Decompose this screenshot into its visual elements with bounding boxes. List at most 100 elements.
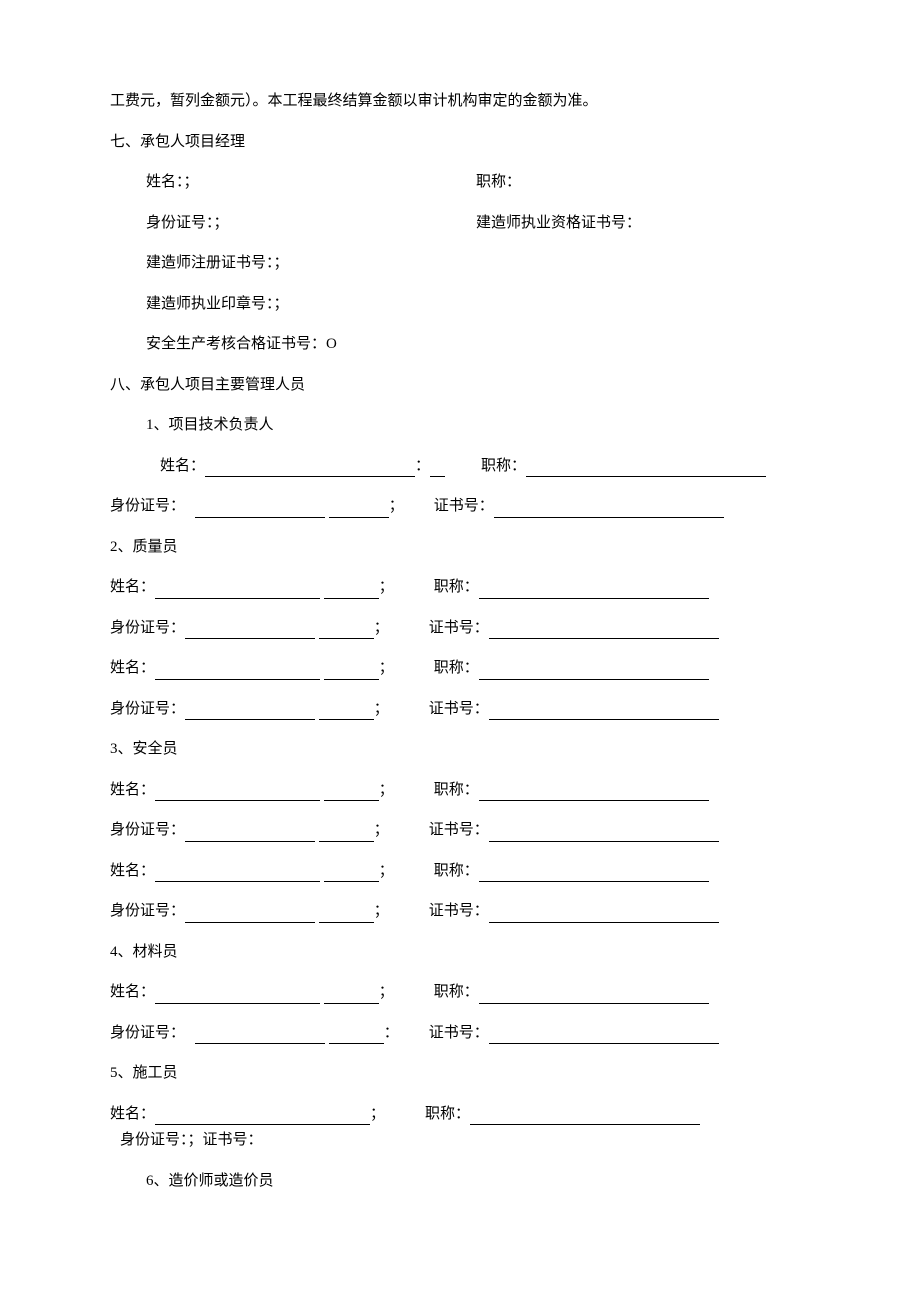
separator-colon: ：: [384, 1022, 399, 1045]
separator-semi: ；: [370, 1103, 385, 1126]
label-id: 身份证号：: [110, 819, 185, 842]
label-cert: 证书号：: [429, 698, 489, 721]
label-name: 姓名：: [110, 860, 155, 883]
label-cert: 证书号：: [429, 1022, 489, 1045]
row-8-2a-id: 身份证号： ； 证书号：: [110, 617, 810, 640]
field-7-jzs-seal: 建造师执业印章号：；: [110, 293, 810, 316]
heading-7: 七、承包人项目经理: [110, 131, 810, 154]
label-title: 职称：: [481, 455, 526, 478]
row-8-5-name: 姓名： ； 职称：: [110, 1103, 810, 1126]
label-title: 职称：: [434, 981, 479, 1004]
blank-line: [319, 824, 374, 842]
blank-line: [155, 865, 320, 883]
row-8-3a-name: 姓名： ； 职称：: [110, 779, 810, 802]
field-7-jzs: 建造师执业资格证书号：: [476, 212, 810, 235]
blank-line: [155, 662, 320, 680]
separator-semi: ；: [374, 900, 389, 923]
row-8-2b-id: 身份证号： ； 证书号：: [110, 698, 810, 721]
row-8-3b-name: 姓名： ； 职称：: [110, 860, 810, 883]
blank-line: [489, 824, 719, 842]
blank-line: [185, 622, 315, 640]
blank-line: [479, 581, 709, 599]
separator-semi: ；: [379, 860, 394, 883]
paragraph-top: 工费元，暂列金额元）。本工程最终结算金额以审计机构审定的金额为准。: [110, 90, 810, 113]
blank-line: [470, 1108, 700, 1126]
blank-line: [329, 1027, 384, 1045]
blank-line: [430, 460, 445, 478]
blank-line: [185, 824, 315, 842]
blank-line: [489, 703, 719, 721]
blank-line: [195, 500, 325, 518]
heading-8-1: 1、项目技术负责人: [110, 414, 810, 437]
label-id: 身份证号：: [110, 495, 185, 518]
blank-line: [185, 905, 315, 923]
blank-line: [324, 986, 379, 1004]
separator-semi: ；: [379, 657, 394, 680]
blank-line: [195, 1027, 325, 1045]
blank-line: [319, 622, 374, 640]
blank-line: [205, 460, 415, 478]
document-page: 工费元，暂列金额元）。本工程最终结算金额以审计机构审定的金额为准。 七、承包人项…: [0, 0, 920, 1301]
label-title: 职称：: [434, 779, 479, 802]
separator-semi: ；: [389, 495, 404, 518]
label-id: 身份证号：: [110, 698, 185, 721]
blank-line: [155, 1108, 370, 1126]
blank-line: [489, 1027, 719, 1045]
label-name: 姓名：: [110, 657, 155, 680]
row-8-1-name: 姓名： ： 职称：: [110, 455, 810, 478]
blank-line: [489, 905, 719, 923]
blank-line: [185, 703, 315, 721]
blank-line: [494, 500, 724, 518]
separator-colon: ：: [415, 455, 430, 478]
separator-semi: ；: [374, 617, 389, 640]
blank-line: [479, 784, 709, 802]
blank-line: [155, 784, 320, 802]
blank-line: [319, 703, 374, 721]
separator-semi: ；: [379, 576, 394, 599]
label-name: 姓名：: [110, 1103, 155, 1126]
label-title: 职称：: [434, 657, 479, 680]
label-name: 姓名：: [160, 455, 205, 478]
row-8-4-name: 姓名： ； 职称：: [110, 981, 810, 1004]
heading-8-5: 5、施工员: [110, 1062, 810, 1085]
blank-line: [324, 662, 379, 680]
blank-line: [155, 986, 320, 1004]
label-id: 身份证号：: [110, 900, 185, 923]
row-8-3b-id: 身份证号： ； 证书号：: [110, 900, 810, 923]
label-cert: 证书号：: [429, 617, 489, 640]
blank-line: [324, 581, 379, 599]
separator-semi: ；: [374, 698, 389, 721]
row-8-2b-name: 姓名： ； 职称：: [110, 657, 810, 680]
field-7-safety: 安全生产考核合格证书号：O: [110, 333, 810, 356]
blank-line: [329, 500, 389, 518]
row-8-3a-id: 身份证号： ； 证书号：: [110, 819, 810, 842]
blank-line: [479, 865, 709, 883]
blank-line: [479, 662, 709, 680]
blank-line: [489, 622, 719, 640]
label-name: 姓名：: [110, 576, 155, 599]
label-title: 职称：: [425, 1103, 470, 1126]
row-8-1-id: 身份证号： ； 证书号：: [110, 495, 810, 518]
row-7-name: 姓名：； 职称：: [110, 171, 810, 194]
label-cert: 证书号：: [434, 495, 494, 518]
field-7-jzs-reg: 建造师注册证书号：；: [110, 252, 810, 275]
field-7-title: 职称：: [476, 171, 810, 194]
label-id: 身份证号：: [110, 617, 185, 640]
row-8-2a-name: 姓名： ； 职称：: [110, 576, 810, 599]
separator-semi: ；: [374, 819, 389, 842]
row-8-5-id: 身份证号：；证书号：: [110, 1129, 810, 1152]
blank-line: [526, 460, 766, 478]
field-7-name: 姓名：；: [146, 171, 476, 194]
heading-8: 八、承包人项目主要管理人员: [110, 374, 810, 397]
row-7-id: 身份证号：； 建造师执业资格证书号：: [110, 212, 810, 235]
label-title: 职称：: [434, 576, 479, 599]
separator-semi: ；: [379, 981, 394, 1004]
label-name: 姓名：: [110, 981, 155, 1004]
label-cert: 证书号：: [429, 819, 489, 842]
label-name: 姓名：: [110, 779, 155, 802]
heading-8-6: 6、造价师或造价员: [110, 1170, 810, 1193]
blank-line: [155, 581, 320, 599]
field-7-id: 身份证号：；: [146, 212, 476, 235]
label-title: 职称：: [434, 860, 479, 883]
separator-semi: ；: [379, 779, 394, 802]
